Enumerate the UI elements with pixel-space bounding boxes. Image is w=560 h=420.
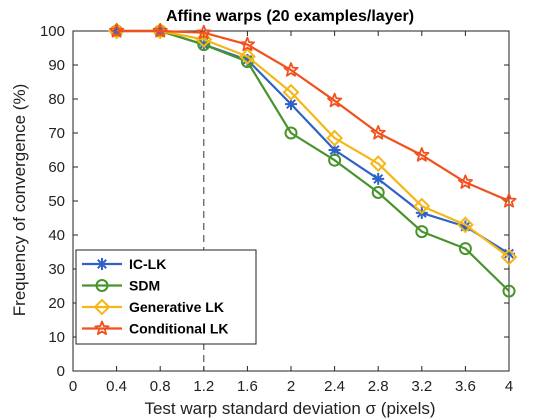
y-tick-label: 100 <box>40 23 65 40</box>
x-axis-label: Test warp standard deviation σ (pixels) <box>144 399 435 418</box>
x-tick-label: 3.2 <box>411 378 432 395</box>
data-point-conditional-lk <box>414 147 430 162</box>
legend-marker-ic-lk <box>96 258 108 270</box>
data-point-generative-lk <box>238 48 256 65</box>
chart-title: Affine warps (20 examples/layer) <box>166 8 414 25</box>
data-point-sdm <box>371 186 385 199</box>
data-point-conditional-lk <box>283 62 299 77</box>
y-tick-label: 0 <box>57 363 65 380</box>
data-point-sdm <box>502 284 516 298</box>
y-tick-label: 90 <box>48 57 65 74</box>
data-point-ic-lk <box>241 53 254 66</box>
data-point-generative-lk <box>326 129 344 147</box>
x-tick-label: 2 <box>287 378 295 395</box>
x-tick-label: 0 <box>69 378 77 395</box>
y-tick-label: 70 <box>48 125 65 142</box>
series-line-ic-lk <box>116 29 510 255</box>
x-tick-label: 3.6 <box>455 378 476 395</box>
data-point-conditional-lk <box>109 23 125 38</box>
x-tick-label: 0.8 <box>150 378 171 395</box>
data-point-ic-lk <box>328 144 341 156</box>
data-point-generative-lk <box>369 155 387 173</box>
data-point-generative-lk <box>282 83 300 101</box>
data-point-sdm <box>284 126 298 140</box>
x-tick-label: 2.8 <box>368 378 389 395</box>
x-tick-label: 2.4 <box>324 378 345 395</box>
y-tick-label: 80 <box>48 91 65 108</box>
x-tick-label: 0.4 <box>106 378 127 395</box>
series-line-sdm <box>116 29 510 292</box>
y-tick-label: 30 <box>48 261 65 278</box>
y-tick-label: 10 <box>48 329 65 346</box>
plot-area: 0 0.4 0.8 1.2 1.6 2 2.4 2.8 3.2 3.6 40102030405060… <box>40 22 518 395</box>
data-point-generative-lk <box>456 216 474 234</box>
y-tick-label: 20 <box>48 295 65 312</box>
x-tick-label: 1.6 <box>237 378 258 395</box>
series-line-generative-lk <box>116 29 510 258</box>
x-tick-label: 4 <box>505 378 513 395</box>
legend-label-ic-lk: IC-LK <box>129 256 166 272</box>
data-point-conditional-lk <box>457 174 473 189</box>
data-point-conditional-lk <box>152 23 168 38</box>
y-axis-label: Frequency of convergence (%) <box>10 84 29 316</box>
data-point-sdm <box>328 153 342 167</box>
y-tick-label: 60 <box>48 159 65 176</box>
data-point-conditional-lk <box>501 193 517 208</box>
legend-marker-conditional-lk <box>94 320 110 336</box>
data-point-ic-lk <box>285 98 297 111</box>
data-point-generative-lk <box>413 197 431 215</box>
legend-marker-generative-lk <box>93 298 111 316</box>
y-tick-label: 50 <box>48 193 65 210</box>
series-line-conditional-lk <box>116 29 510 203</box>
data-point-conditional-lk <box>327 92 343 108</box>
x-tick-label: 1.2 <box>193 378 214 395</box>
data-point-ic-lk <box>503 247 515 260</box>
legend-label-sdm: SDM <box>129 278 160 294</box>
data-point-ic-lk <box>459 220 472 233</box>
data-point-sdm <box>458 242 472 256</box>
data-point-conditional-lk <box>370 125 386 140</box>
data-point-generative-lk <box>500 248 518 266</box>
legend-marker-sdm <box>95 279 109 292</box>
data-point-sdm <box>415 225 429 239</box>
legend-label-generative-lk: Generative LK <box>129 299 224 315</box>
legend: IC-LK SDM Generative LK Conditional LK <box>75 249 257 345</box>
legend-label-conditional-lk: Conditional LK <box>129 321 229 337</box>
data-point-conditional-lk <box>239 36 255 52</box>
data-point-conditional-lk <box>196 24 212 40</box>
data-point-ic-lk <box>372 172 385 185</box>
y-tick-label: 40 <box>48 227 65 244</box>
